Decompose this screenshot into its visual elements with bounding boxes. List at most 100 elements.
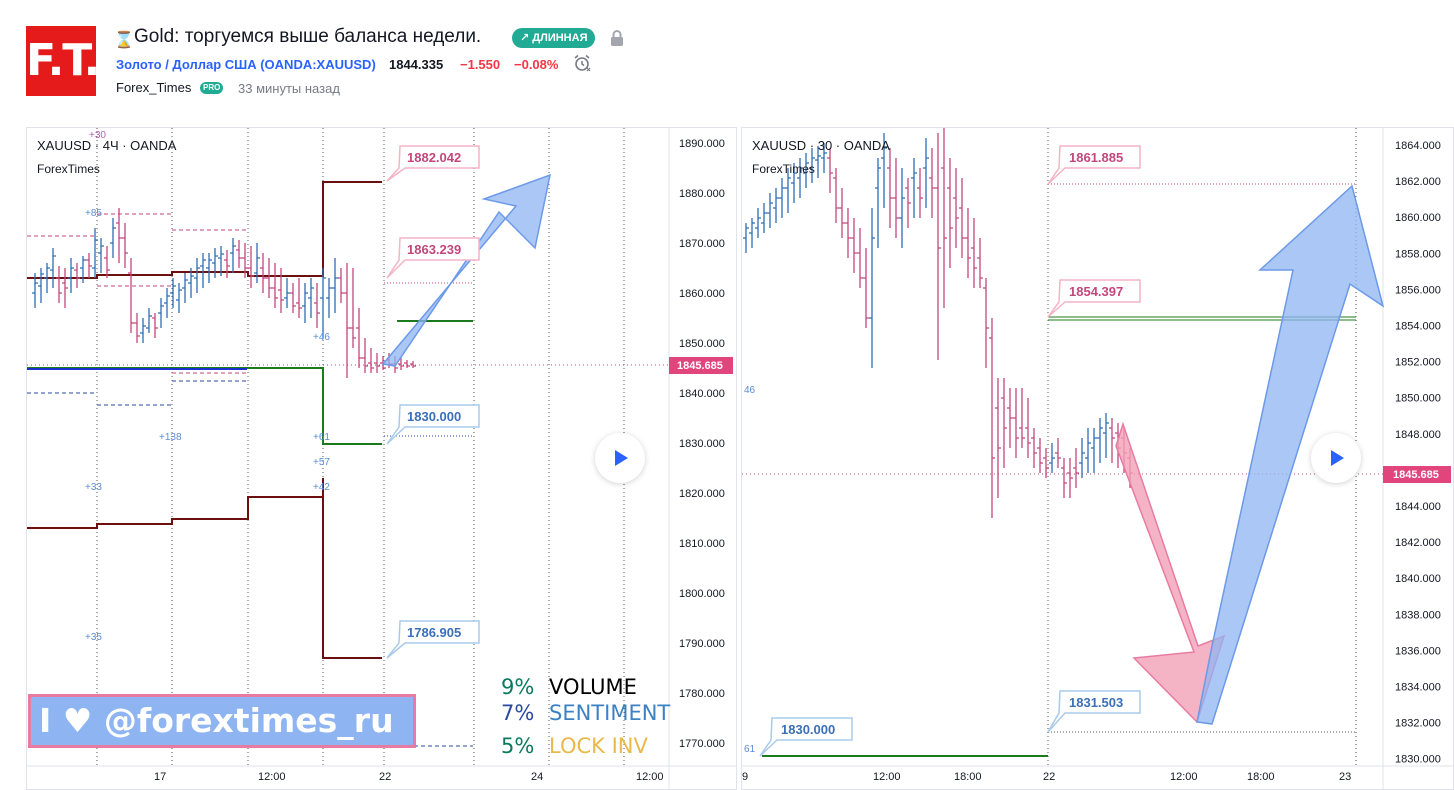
candle: [356, 308, 362, 368]
svg-text:LOCK INV: LOCK INV: [549, 734, 648, 758]
chart-30m-canvas[interactable]: 46 61 1861.885 1854.397 1831.503 1830.00…: [742, 128, 1453, 789]
candle: [224, 250, 230, 278]
candle: [875, 158, 881, 248]
candle: [1037, 438, 1043, 473]
chart-4h-canvas[interactable]: +30 +85 +46 +138 +61 +57 +42 +33 +35 188…: [27, 128, 736, 789]
candle: [68, 258, 74, 293]
candle: [290, 283, 296, 313]
candle: [152, 313, 158, 338]
forextimes-logo[interactable]: F.T.: [26, 26, 100, 96]
svg-text:1882.042: 1882.042: [407, 150, 461, 165]
chart-30m[interactable]: 46 61 1861.885 1854.397 1831.503 1830.00…: [741, 127, 1454, 790]
svg-text:12:00: 12:00: [1170, 771, 1198, 783]
svg-text:22: 22: [1043, 771, 1055, 783]
price-axis-label: 1860.000: [1395, 212, 1441, 224]
svg-text:5%: 5%: [501, 734, 534, 758]
candle: [410, 361, 416, 368]
candle: [1025, 398, 1031, 458]
direction-badge: ↗ ДЛИННАЯ: [512, 28, 596, 48]
candle: [959, 178, 965, 258]
candle: [116, 208, 122, 263]
candle: [1079, 438, 1085, 478]
price-change: −1.550: [460, 57, 501, 72]
svg-text:1830.000: 1830.000: [407, 409, 461, 424]
alarm-icon[interactable]: [572, 53, 592, 73]
svg-text:12:00: 12:00: [636, 771, 664, 783]
candle: [851, 218, 857, 273]
candle: [809, 148, 815, 183]
candle: [1091, 428, 1097, 473]
price-axis-label: 1852.000: [1395, 357, 1441, 369]
candle: [1001, 378, 1007, 468]
candle: [170, 278, 176, 308]
candle: [188, 268, 194, 298]
price-axis: 1890.000 1880.000 1870.000 1860.000 1850.000…: [679, 138, 725, 750]
svg-text:12:00: 12:00: [873, 771, 901, 783]
price-axis-label: 1830.000: [1395, 754, 1441, 766]
market-stats: 9% VOLUME 7% SENTIMENT 5% LOCK INV: [501, 675, 670, 758]
candle: [44, 263, 50, 293]
candle: [791, 163, 797, 203]
svg-text:+138: +138: [159, 432, 182, 443]
price-axis-label: 1820.000: [679, 488, 725, 500]
svg-text:23: 23: [1339, 771, 1351, 783]
candle: [1097, 418, 1103, 463]
price-axis-label: 1834.000: [1395, 682, 1441, 694]
candle: [839, 188, 845, 238]
candle: [404, 360, 410, 368]
lock-icon: [611, 30, 623, 46]
price-axis-label: 1790.000: [679, 638, 725, 650]
weekly-balance-levels: [27, 181, 382, 659]
svg-text:1861.885: 1861.885: [1069, 150, 1123, 165]
price-axis-label: 1832.000: [1395, 718, 1441, 730]
bearish-arrow: [1115, 421, 1226, 724]
candle: [1031, 428, 1037, 468]
price-axis-label: 1858.000: [1395, 248, 1441, 260]
price-axis-label: 1864.000: [1395, 140, 1441, 152]
candle: [887, 148, 893, 228]
symbol-link[interactable]: Золото / Доллар США (OANDA:XAUUSD): [116, 57, 376, 72]
chart-legend-symbol[interactable]: XAUUSD · 4Ч · OANDA: [37, 138, 177, 153]
candle: [332, 258, 338, 313]
candle: [761, 203, 767, 233]
svg-text:1830.000: 1830.000: [781, 722, 835, 737]
svg-text:1845.685: 1845.685: [677, 360, 723, 372]
candle: [863, 248, 869, 328]
replay-play-button[interactable]: [595, 433, 645, 483]
candle: [977, 238, 983, 288]
candle: [941, 128, 947, 308]
candle: [1103, 413, 1109, 458]
candle: [104, 246, 110, 278]
candle: [857, 228, 863, 288]
promo-banner: I ♥ @forextimes_ru: [28, 694, 416, 748]
time-axis: 17 12:00 22 24 12:00: [154, 771, 664, 783]
chart-4h[interactable]: +30 +85 +46 +138 +61 +57 +42 +33 +35 188…: [26, 127, 737, 790]
candle: [893, 158, 899, 238]
candle: [128, 258, 134, 333]
price-axis-label: 1780.000: [679, 688, 725, 700]
candle: [743, 223, 749, 253]
order-flow-notes: 46 61: [744, 385, 756, 755]
candle: [350, 268, 356, 348]
candle: [374, 353, 380, 373]
current-price-tag: [669, 357, 733, 374]
candle: [1019, 388, 1025, 448]
play-icon: [1331, 450, 1344, 466]
candle: [833, 168, 839, 223]
svg-text:9: 9: [742, 771, 748, 783]
svg-text:+57: +57: [313, 457, 330, 468]
play-icon: [615, 450, 628, 466]
svg-text:+33: +33: [85, 482, 102, 493]
price-axis-label: 1844.000: [1395, 501, 1441, 513]
candle: [929, 148, 935, 218]
candle: [815, 146, 821, 178]
author-name[interactable]: Forex_Times: [116, 80, 192, 95]
candle: [206, 253, 212, 283]
replay-play-button[interactable]: [1311, 433, 1361, 483]
candle: [146, 308, 152, 333]
price-axis-label: 1870.000: [679, 238, 725, 250]
candle: [278, 268, 284, 313]
candle: [1007, 388, 1013, 448]
chart-legend-symbol[interactable]: XAUUSD · 30 · OANDA: [752, 138, 890, 153]
price-axis-label: 1850.000: [1395, 393, 1441, 405]
